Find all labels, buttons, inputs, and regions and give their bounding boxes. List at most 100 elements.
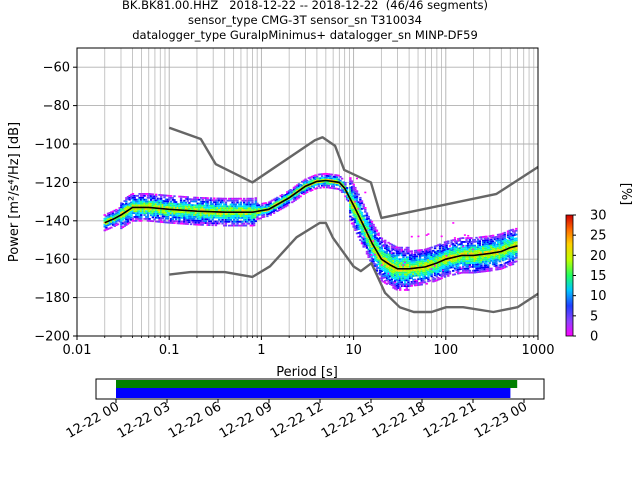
heatmap-cell: [231, 215, 234, 217]
heatmap-cell: [173, 222, 176, 224]
heatmap-cell: [488, 260, 491, 263]
heatmap-cell: [458, 253, 462, 255]
heatmap-cell: [249, 199, 252, 202]
heatmap-cell: [379, 237, 382, 239]
heatmap-cell: [272, 206, 276, 209]
heatmap-cell: [332, 185, 335, 188]
heatmap-cell: [216, 197, 219, 200]
heatmap-cell: [184, 217, 188, 220]
heatmap-cell: [470, 250, 473, 253]
heatmap-cell: [392, 260, 395, 262]
heatmap-cell: [136, 198, 140, 201]
heatmap-cell: [133, 200, 136, 203]
heatmap-cell: [382, 263, 385, 266]
heatmap-cell: [213, 222, 216, 225]
heatmap-cell: [349, 188, 352, 191]
heatmap-cell: [214, 222, 218, 225]
heatmap-cell: [511, 238, 515, 241]
heatmap-cell: [133, 216, 136, 218]
heatmap-cell: [337, 184, 340, 187]
heatmap-cell: [307, 177, 311, 179]
heatmap-cell: [279, 208, 282, 211]
heatmap-cell: [443, 272, 447, 274]
heatmap-cell: [395, 275, 399, 277]
heatmap-cell: [196, 223, 199, 226]
heatmap-cell: [203, 204, 206, 207]
heatmap-cell: [135, 200, 138, 203]
heatmap-cell: [360, 229, 364, 231]
heatmap-cell: [445, 252, 448, 255]
heatmap-cell: [176, 207, 179, 209]
heatmap-cell: [503, 235, 506, 238]
heatmap-cell: [360, 231, 364, 233]
heatmap-cell: [500, 235, 503, 238]
heatmap-cell: [473, 263, 477, 266]
heatmap-cell: [468, 248, 472, 251]
heatmap-cell: [239, 205, 243, 208]
heatmap-cell: [397, 262, 400, 264]
heatmap-cell: [467, 258, 470, 261]
heatmap-cell: [448, 270, 452, 273]
heatmap-cell: [354, 194, 357, 197]
heatmap-cell: [350, 180, 354, 183]
heatmap-cell: [364, 224, 367, 227]
heatmap-cell: [408, 285, 412, 287]
high-noise-model-line: [168, 126, 539, 220]
heatmap-cell: [430, 254, 433, 257]
heatmap-cell: [427, 266, 430, 269]
heatmap-cell: [335, 180, 339, 182]
heatmap-cell: [146, 219, 150, 222]
heatmap-cell: [183, 213, 186, 216]
heatmap-cell: [251, 222, 254, 225]
heatmap-cell: [186, 196, 189, 199]
heatmap-cell: [110, 226, 113, 229]
heatmap-cell: [357, 218, 360, 221]
heatmap-cell: [380, 274, 384, 276]
heatmap-cell: [311, 175, 314, 178]
heatmap-cell: [194, 223, 198, 226]
heatmap-cell: [236, 199, 239, 202]
heatmap-cell: [380, 268, 384, 271]
heatmap-cell: [357, 228, 360, 230]
heatmap-cell: [125, 218, 128, 221]
heatmap-cell: [413, 272, 417, 275]
heatmap-cell: [462, 269, 465, 272]
heatmap-cell: [485, 247, 488, 249]
heatmap-cell: [437, 269, 440, 271]
heatmap-cell: [433, 278, 437, 280]
heatmap-cell: [133, 198, 136, 201]
heatmap-cell: [334, 176, 337, 178]
heatmap-cell: [432, 261, 435, 264]
heatmap-cell: [425, 277, 428, 279]
heatmap-cell: [354, 215, 357, 218]
heatmap-cell: [455, 248, 458, 250]
heatmap-cell: [103, 221, 106, 224]
heatmap-cell: [166, 200, 170, 203]
heatmap-cell: [312, 177, 316, 179]
heatmap-cell: [166, 204, 170, 207]
heatmap-cell: [289, 194, 292, 197]
heatmap-cell: [140, 194, 143, 197]
heatmap-cell: [463, 258, 467, 261]
heatmap-cell: [410, 250, 413, 253]
heatmap-cell: [259, 207, 262, 210]
heatmap-cell: [503, 252, 506, 255]
heatmap-cell: [284, 205, 287, 208]
heatmap-cell: [199, 220, 203, 222]
heatmap-cell: [249, 217, 252, 219]
heatmap-cell: [506, 232, 510, 235]
heatmap-cell: [513, 234, 516, 236]
colorbar: [565, 214, 574, 337]
heatmap-cell: [387, 259, 390, 261]
heatmap-cell: [430, 250, 433, 253]
heatmap-cell: [219, 197, 223, 200]
heatmap-cell: [458, 247, 462, 250]
heatmap-cell: [384, 251, 387, 253]
heatmap-cell: [150, 208, 153, 211]
heatmap-cell: [184, 207, 188, 210]
heatmap-cell: [158, 209, 161, 212]
heatmap-cell: [203, 216, 206, 219]
heatmap-cell: [458, 237, 462, 240]
heatmap-cell: [168, 214, 171, 216]
heatmap-cell: [467, 246, 470, 249]
